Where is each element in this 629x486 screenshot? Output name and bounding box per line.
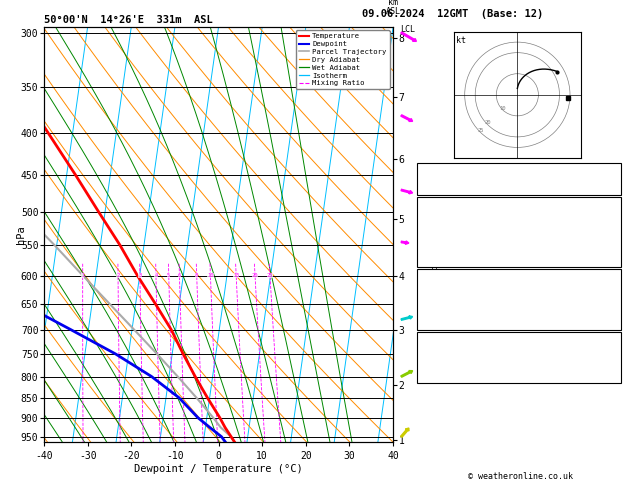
Text: StmDir: StmDir [420,364,452,372]
Text: 3: 3 [138,273,142,278]
Text: K: K [420,166,425,175]
Text: LCL: LCL [400,25,415,34]
Text: 1: 1 [81,273,84,278]
Text: 09.06.2024  12GMT  (Base: 12): 09.06.2024 12GMT (Base: 12) [362,9,543,19]
Text: EH: EH [420,344,431,353]
X-axis label: Dewpoint / Temperature (°C): Dewpoint / Temperature (°C) [134,464,303,474]
Text: kt: kt [456,36,466,45]
Text: hPa: hPa [16,225,26,244]
Text: Surface: Surface [501,200,538,209]
Text: Temp (°C): Temp (°C) [420,209,467,219]
Text: Most Unstable: Most Unstable [485,272,554,281]
Text: PW (cm): PW (cm) [420,185,457,194]
Text: CIN (J): CIN (J) [420,320,457,329]
Text: 25: 25 [477,128,484,133]
Text: 138: 138 [603,310,619,319]
Text: 324: 324 [603,291,619,300]
Legend: Temperature, Dewpoint, Parcel Trajectory, Dry Adiabat, Wet Adiabat, Isotherm, Mi: Temperature, Dewpoint, Parcel Trajectory… [296,30,389,89]
Text: Mixing Ratio (g/kg): Mixing Ratio (g/kg) [430,224,440,312]
Text: Totals Totals: Totals Totals [420,175,489,184]
Text: CIN (J): CIN (J) [420,257,457,266]
Text: 14: 14 [608,354,619,363]
Text: 969: 969 [603,282,619,291]
Text: StmSpd (kt): StmSpd (kt) [420,373,478,382]
Text: 8: 8 [195,273,198,278]
Text: Lifted Index: Lifted Index [420,300,483,310]
Text: 20: 20 [484,120,491,125]
Text: Dewp (°C): Dewp (°C) [420,219,467,228]
Text: 2.99: 2.99 [598,185,619,194]
Text: 10: 10 [499,105,506,110]
Text: θₑ(K): θₑ(K) [420,228,447,238]
Text: Pressure (mb): Pressure (mb) [420,282,489,291]
Text: 24: 24 [608,373,619,382]
Text: 324: 324 [603,228,619,238]
Text: Hodograph: Hodograph [496,335,543,344]
Text: 138: 138 [603,247,619,257]
Text: 2: 2 [116,273,120,278]
Text: 10: 10 [207,273,214,278]
Text: Lifted Index: Lifted Index [420,238,483,247]
Text: 15: 15 [233,273,240,278]
Text: CAPE (J): CAPE (J) [420,310,462,319]
Text: 50°00'N  14°26'E  331m  ASL: 50°00'N 14°26'E 331m ASL [44,15,213,25]
Text: θₑ (K): θₑ (K) [420,291,452,300]
Text: 0: 0 [614,257,619,266]
Text: 0: 0 [614,320,619,329]
Text: SREH: SREH [420,354,441,363]
Text: 15.1: 15.1 [598,219,619,228]
Text: 274°: 274° [598,364,619,372]
Text: -43: -43 [603,344,619,353]
Text: 25: 25 [267,273,273,278]
Text: 5: 5 [167,273,170,278]
Text: 4: 4 [154,273,158,278]
Text: 2: 2 [614,300,619,310]
Text: CAPE (J): CAPE (J) [420,247,462,257]
Text: © weatheronline.co.uk: © weatheronline.co.uk [469,472,573,481]
Text: 20: 20 [252,273,259,278]
Text: 2: 2 [614,238,619,247]
Text: km
ASL: km ASL [386,0,401,17]
Text: 6: 6 [178,273,181,278]
Text: 17.2: 17.2 [598,209,619,219]
Text: 41: 41 [608,175,619,184]
Text: 27: 27 [608,166,619,175]
